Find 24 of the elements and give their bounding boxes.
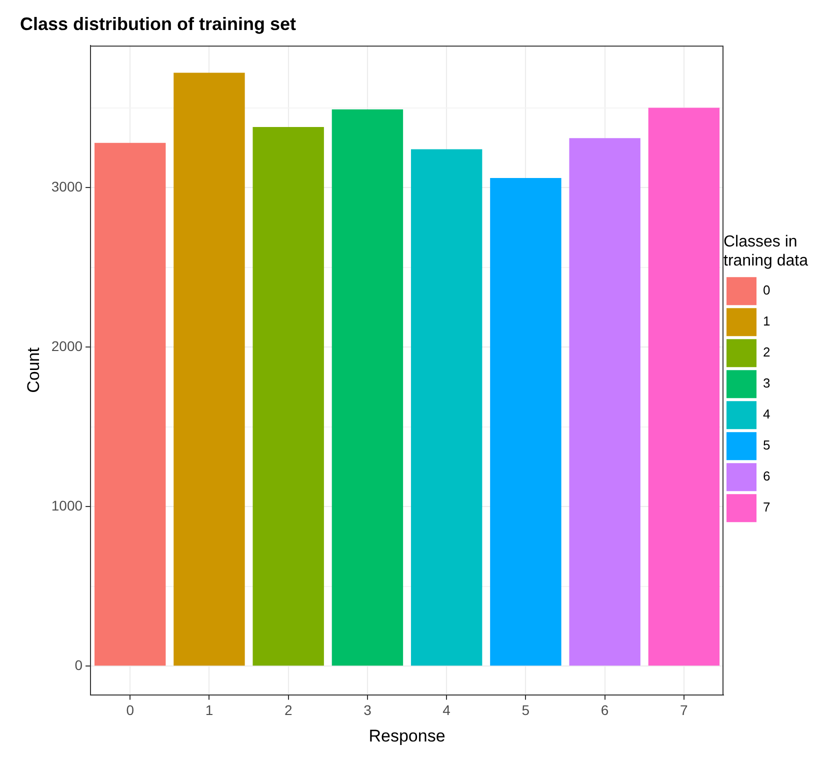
x-tick-label: 0	[126, 702, 134, 718]
x-tick-label: 2	[284, 702, 292, 718]
x-axis-title: Response	[368, 726, 446, 746]
x-tick-label: 4	[442, 702, 451, 718]
y-tick-label: 3000	[51, 178, 83, 194]
legend-label: 1	[762, 314, 770, 329]
x-tick-label: 3	[364, 702, 372, 718]
legend-title: Classes in traning data	[723, 233, 808, 270]
x-tick-label: 6	[600, 702, 609, 718]
x-tick-label: 5	[522, 702, 530, 718]
legend-label: 5	[762, 438, 770, 453]
legend-label: 3	[762, 376, 770, 391]
legend-label: 4	[762, 406, 770, 422]
legend-label: 0	[762, 282, 770, 298]
y-tick-label: 1000	[51, 497, 83, 514]
x-tick-label: 1	[205, 702, 214, 718]
legend-label: 6	[762, 468, 770, 484]
y-tick-label: 0	[74, 656, 83, 673]
legend-label: 2	[762, 344, 770, 360]
y-tick-label: 2000	[51, 338, 83, 354]
x-tick-label: 7	[680, 702, 688, 718]
legend-label: 7	[762, 500, 770, 515]
chart-title: Class distribution of training set	[20, 14, 296, 34]
y-axis-title: Count	[24, 347, 43, 393]
